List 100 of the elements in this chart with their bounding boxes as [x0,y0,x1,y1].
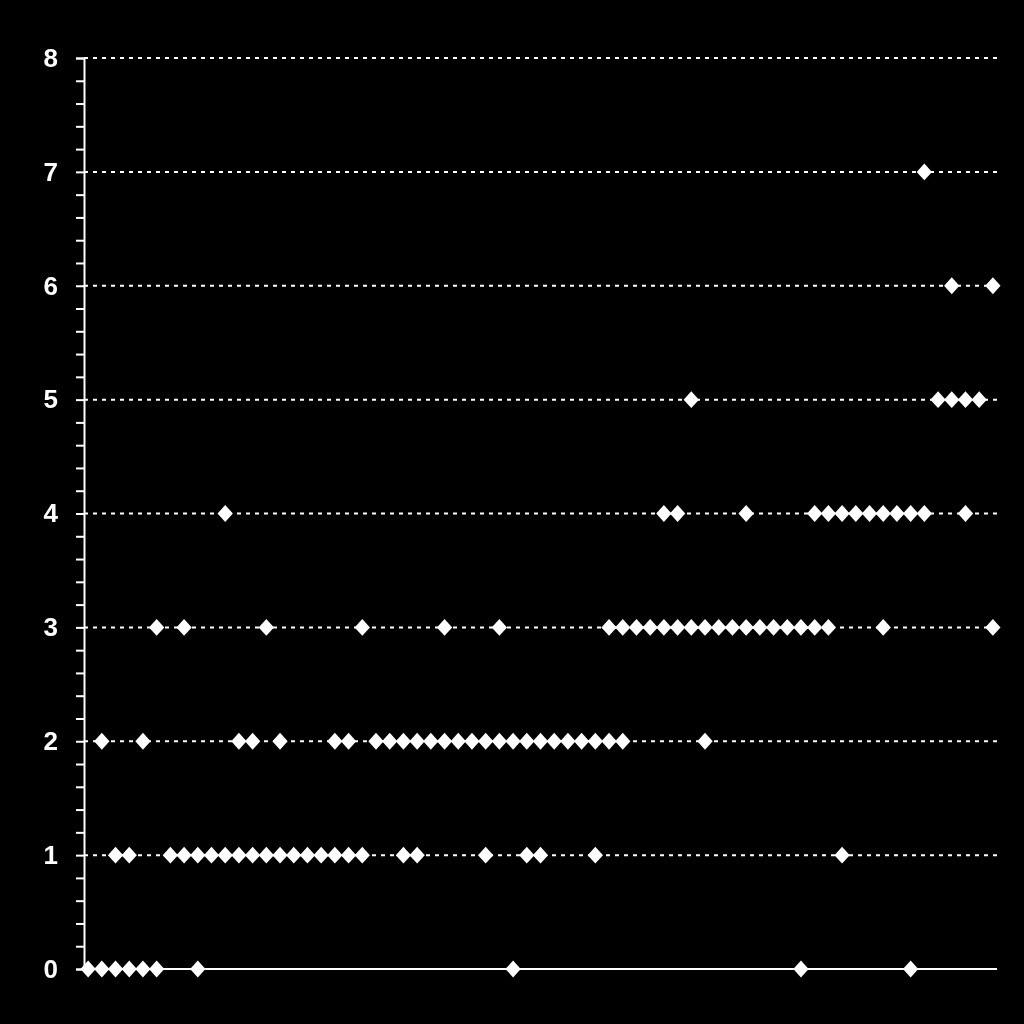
point [738,505,754,522]
point [436,732,453,750]
point [642,618,658,636]
point [944,391,960,409]
point [382,732,398,750]
point [601,618,617,636]
point [601,732,617,750]
y-tick-label: 0 [43,953,58,984]
point [711,618,727,636]
point [121,960,137,978]
point [409,732,425,750]
point [519,732,535,750]
point [505,732,521,750]
point [340,732,357,750]
point [217,846,233,864]
point [820,505,837,522]
point [190,846,206,864]
point [272,846,288,864]
point [217,505,233,522]
y-tick-label: 5 [43,384,58,415]
point [244,732,261,750]
point [546,732,562,750]
point [615,732,631,750]
y-tick-label: 1 [43,839,58,870]
point [368,732,384,750]
point [519,846,535,864]
point [258,618,274,636]
point [697,618,713,636]
point [807,505,823,522]
point [313,846,329,864]
point [478,846,494,864]
point [971,391,987,409]
point [409,846,425,864]
point [450,732,466,750]
point [327,846,343,864]
point [203,846,220,864]
point [985,277,1001,295]
point [724,618,741,636]
point [354,846,370,864]
y-tick-label: 7 [43,156,58,187]
point [299,846,316,864]
point [615,618,631,636]
point [752,618,768,636]
point [573,732,590,750]
point [272,732,288,750]
point [258,846,274,864]
y-tick-label: 2 [43,726,58,757]
point [669,618,686,636]
point [135,732,151,750]
point [738,618,754,636]
point [587,732,603,750]
point [683,391,699,409]
point [107,960,124,978]
point [395,732,412,750]
point [464,732,480,750]
point [861,505,878,522]
point [793,960,809,978]
point [532,846,549,864]
point [491,618,508,636]
point [697,732,713,750]
point [162,846,179,864]
point [656,618,672,636]
point [231,732,247,750]
point [683,618,699,636]
y-tick-label: 3 [43,612,58,643]
point [669,505,686,522]
point [107,846,124,864]
point [286,846,302,864]
point [875,505,891,522]
point [944,277,960,295]
point [779,618,795,636]
point [149,618,165,636]
point [532,732,549,750]
point [820,618,837,636]
point [587,846,603,864]
point [902,960,919,978]
y-tick-label: 4 [43,498,59,529]
y-tick-label: 8 [43,42,58,73]
point [957,391,974,409]
point [793,618,809,636]
point [244,846,261,864]
point [354,618,370,636]
point [478,732,494,750]
point [176,618,192,636]
point [94,732,110,750]
point [340,846,357,864]
point [80,960,96,978]
point [176,846,192,864]
point [327,732,343,750]
point [135,960,151,978]
point [149,960,165,978]
point [121,846,137,864]
point [902,505,919,522]
point [436,618,453,636]
point [985,618,1001,636]
point [848,505,864,522]
point [930,391,946,409]
point [916,505,932,522]
point [875,618,891,636]
point [834,505,850,522]
